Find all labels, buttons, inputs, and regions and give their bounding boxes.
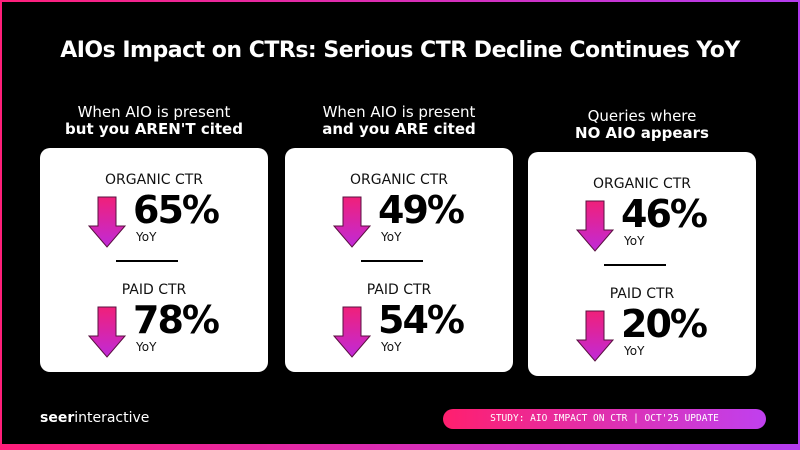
- study-badge: STUDY: AIO IMPACT ON CTR | OCT'25 UPDATE: [443, 409, 766, 429]
- organic-ctr-value: 49%: [378, 188, 465, 232]
- down-arrow-icon: [332, 196, 372, 248]
- column-2: When AIO is present and you ARE cited ORG…: [285, 104, 513, 372]
- column-1: When AIO is present but you AREN'T cited …: [40, 104, 268, 372]
- paid-ctr-label: PAID CTR: [366, 282, 432, 298]
- organic-ctr-label: ORGANIC CTR: [104, 172, 204, 188]
- divider: [604, 264, 666, 266]
- yoy-label: YoY: [136, 230, 157, 244]
- heading-line-2: but you AREN'T cited: [65, 120, 243, 138]
- slide-title: AIOs Impact on CTRs: Serious CTR Decline…: [60, 38, 740, 63]
- column-heading: Queries where NO AIO appears: [528, 108, 756, 142]
- logo-bold: seer: [40, 410, 75, 426]
- paid-ctr-value: 54%: [378, 298, 465, 342]
- heading-line-1: When AIO is present: [322, 103, 476, 121]
- heading-line-2: NO AIO appears: [575, 124, 709, 142]
- column-3: Queries where NO AIO appears ORGANIC CTR …: [528, 108, 756, 376]
- paid-ctr-value: 20%: [621, 302, 708, 346]
- yoy-label: YoY: [381, 230, 402, 244]
- down-arrow-icon: [332, 306, 372, 358]
- divider: [361, 260, 423, 262]
- yoy-label: YoY: [624, 234, 645, 248]
- stat-card: ORGANIC CTR 46% YoY PAID CTR 20% YoY: [528, 152, 756, 376]
- divider: [116, 260, 178, 262]
- organic-ctr-value: 46%: [621, 192, 708, 236]
- yoy-label: YoY: [136, 340, 157, 354]
- paid-ctr-label: PAID CTR: [121, 282, 187, 298]
- heading-line-1: When AIO is present: [77, 103, 231, 121]
- organic-ctr-label: ORGANIC CTR: [592, 176, 692, 192]
- organic-metric: ORGANIC CTR 46% YoY: [528, 176, 756, 254]
- heading-line-2: and you ARE cited: [322, 120, 476, 138]
- paid-metric: PAID CTR 20% YoY: [528, 286, 756, 364]
- stat-card: ORGANIC CTR 65% YoY PAID CTR 78% YoY: [40, 148, 268, 372]
- paid-metric: PAID CTR 54% YoY: [285, 282, 513, 360]
- down-arrow-icon: [575, 310, 615, 362]
- organic-ctr-label: ORGANIC CTR: [349, 172, 449, 188]
- column-heading: When AIO is present and you ARE cited: [285, 104, 513, 138]
- logo-rest: interactive: [74, 410, 150, 426]
- down-arrow-icon: [87, 306, 127, 358]
- down-arrow-icon: [87, 196, 127, 248]
- organic-metric: ORGANIC CTR 49% YoY: [285, 172, 513, 250]
- paid-metric: PAID CTR 78% YoY: [40, 282, 268, 360]
- column-heading: When AIO is present but you AREN'T cited: [40, 104, 268, 138]
- paid-ctr-label: PAID CTR: [609, 286, 675, 302]
- yoy-label: YoY: [624, 344, 645, 358]
- yoy-label: YoY: [381, 340, 402, 354]
- organic-metric: ORGANIC CTR 65% YoY: [40, 172, 268, 250]
- paid-ctr-value: 78%: [133, 298, 220, 342]
- organic-ctr-value: 65%: [133, 188, 220, 232]
- down-arrow-icon: [575, 200, 615, 252]
- seer-interactive-logo: seerinteractive: [40, 410, 149, 426]
- stat-card: ORGANIC CTR 49% YoY PAID CTR 54% YoY: [285, 148, 513, 372]
- heading-line-1: Queries where: [587, 107, 697, 125]
